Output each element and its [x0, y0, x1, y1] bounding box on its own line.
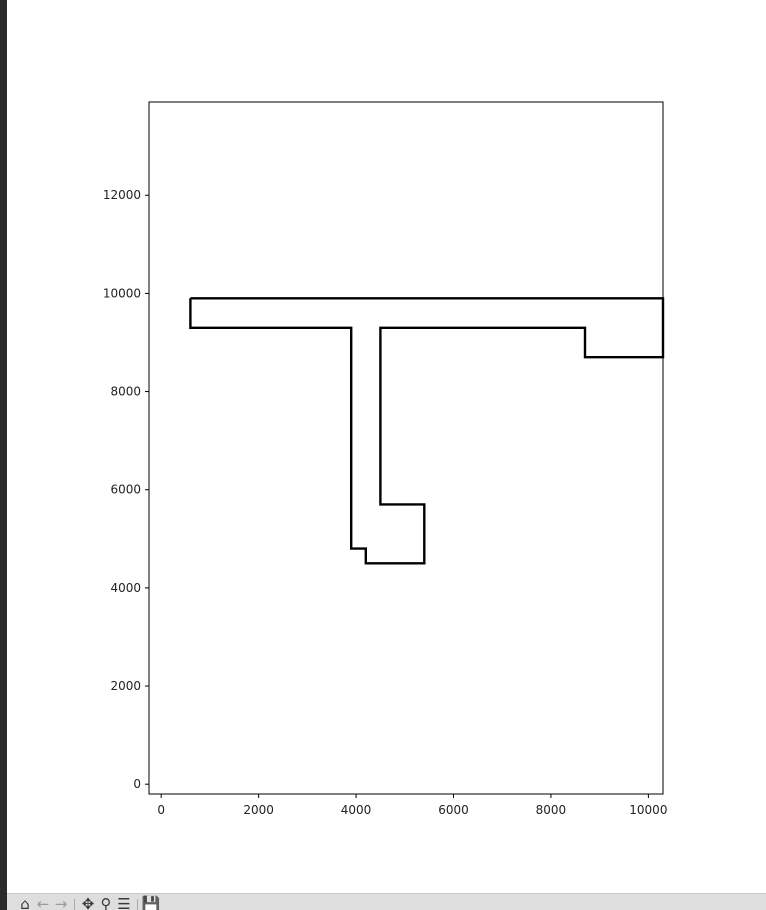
- x-tick-label: 4000: [341, 803, 372, 817]
- x-tick-label: 2000: [243, 803, 274, 817]
- back-arrow-icon[interactable]: ←: [36, 895, 50, 910]
- home-icon[interactable]: ⌂: [20, 895, 30, 910]
- x-axis: 0 2000 4000 6000 8000 10000: [157, 794, 667, 817]
- save-icon[interactable]: 💾: [141, 895, 161, 910]
- y-tick-label: 12000: [103, 188, 141, 202]
- zoom-icon[interactable]: ⚲: [100, 895, 112, 910]
- y-tick-label: 0: [133, 777, 141, 791]
- chart: 0 2000 4000 6000 8000 10000 0 2000 4000 6000 8000…: [103, 101, 667, 817]
- x-tick-label: 0: [157, 803, 165, 817]
- x-tick-label: 6000: [438, 803, 469, 817]
- toolbar-separator: [74, 899, 75, 910]
- y-tick-label: 10000: [103, 286, 141, 300]
- axes-frame: [148, 101, 664, 795]
- pan-icon[interactable]: ✥: [81, 895, 95, 910]
- forward-arrow-icon[interactable]: →: [54, 895, 68, 910]
- y-tick-label: 2000: [110, 679, 141, 693]
- y-tick-label: 8000: [110, 385, 141, 399]
- x-tick-label: 10000: [629, 803, 667, 817]
- y-axis: 0 2000 4000 6000 8000 10000 12000: [103, 188, 149, 791]
- y-tick-label: 4000: [110, 581, 141, 595]
- x-tick-label: 8000: [536, 803, 567, 817]
- navigation-toolbar: ⌂ ← → ✥ ⚲ ☰ 💾: [7, 893, 766, 910]
- series-line-0: [189, 297, 665, 565]
- configure-subplots-icon[interactable]: ☰: [117, 895, 131, 910]
- figure-canvas[interactable]: 0 2000 4000 6000 8000 10000 0 2000 4000 6000 8000…: [7, 0, 766, 893]
- window-left-edge: [0, 0, 7, 910]
- toolbar-separator: [137, 899, 138, 910]
- y-tick-label: 6000: [110, 483, 141, 497]
